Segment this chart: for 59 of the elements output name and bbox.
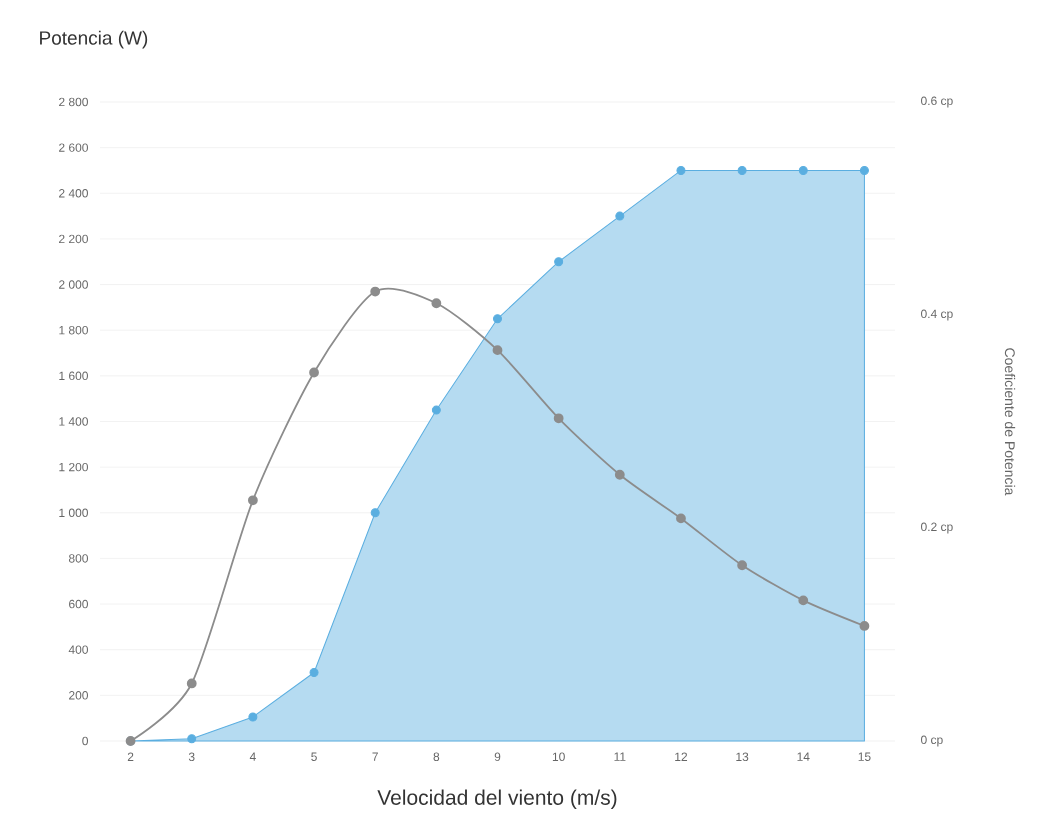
point [493,314,502,324]
x-tick-label: 13 [736,752,749,762]
point [859,165,869,175]
y2-tick-label: 0 cp [921,735,943,747]
y-tick-label: 2 400 [59,189,88,198]
y-tick-label: 0 [82,736,89,746]
x-tick-label: 11 [614,752,626,761]
point [798,595,809,606]
y-tick-label: 800 [68,554,88,563]
y-tick-label: 1 000 [59,508,88,518]
y2-axis-title: Coeficiente de Potencia [1004,348,1016,496]
x-tick-label: 2 [127,752,134,761]
x-tick-label: 8 [433,752,440,762]
point [431,298,442,309]
x-tick-label: 9 [494,752,501,762]
point [187,734,197,744]
point [737,560,748,571]
y-tick-label: 400 [68,645,88,654]
point [247,495,258,506]
y-tick-label: 1 800 [59,325,88,335]
x-tick-label: 5 [311,752,317,761]
x-tick-label: 12 [675,752,688,761]
point [676,165,686,175]
x-tick-label: 10 [552,752,565,762]
x-tick-label: 4 [249,752,256,761]
y-tick-label: 600 [69,599,88,609]
point [309,367,319,378]
point [370,286,381,297]
x-tick-label: 7 [372,752,378,761]
y-tick-label: 2 000 [59,280,88,289]
y-tick-label: 2 600 [59,143,88,152]
point [309,668,319,678]
point [614,469,625,480]
point [492,345,503,356]
y2-tick-label: 0.6 cp [921,96,953,108]
x-axis-title: Velocidad del viento (m/s) [377,789,617,810]
x-tick-label: 3 [188,752,195,762]
point [431,405,441,415]
y2-tick-label: 0.4 cp [921,309,953,321]
point [186,678,197,689]
y-tick-label: 200 [69,691,88,700]
y-tick-label: 1 400 [59,417,88,426]
point [615,211,625,221]
x-tick-label: 14 [797,752,810,761]
point [553,413,564,424]
y-tick-label: 2 200 [59,234,88,244]
point [798,165,808,175]
point [554,257,564,267]
y-tick-label: 1 600 [59,371,88,381]
point [370,508,380,518]
y-tick-label: 1 200 [59,462,88,472]
y-tick-label: 2 800 [59,97,88,107]
point [248,712,258,722]
x-tick-label: 15 [858,752,871,761]
y-axis-title: Potencia (W) [40,30,148,49]
y2-tick-label: 0.2 cp [921,522,953,534]
point [676,513,686,524]
point [859,621,870,631]
point [737,165,747,175]
